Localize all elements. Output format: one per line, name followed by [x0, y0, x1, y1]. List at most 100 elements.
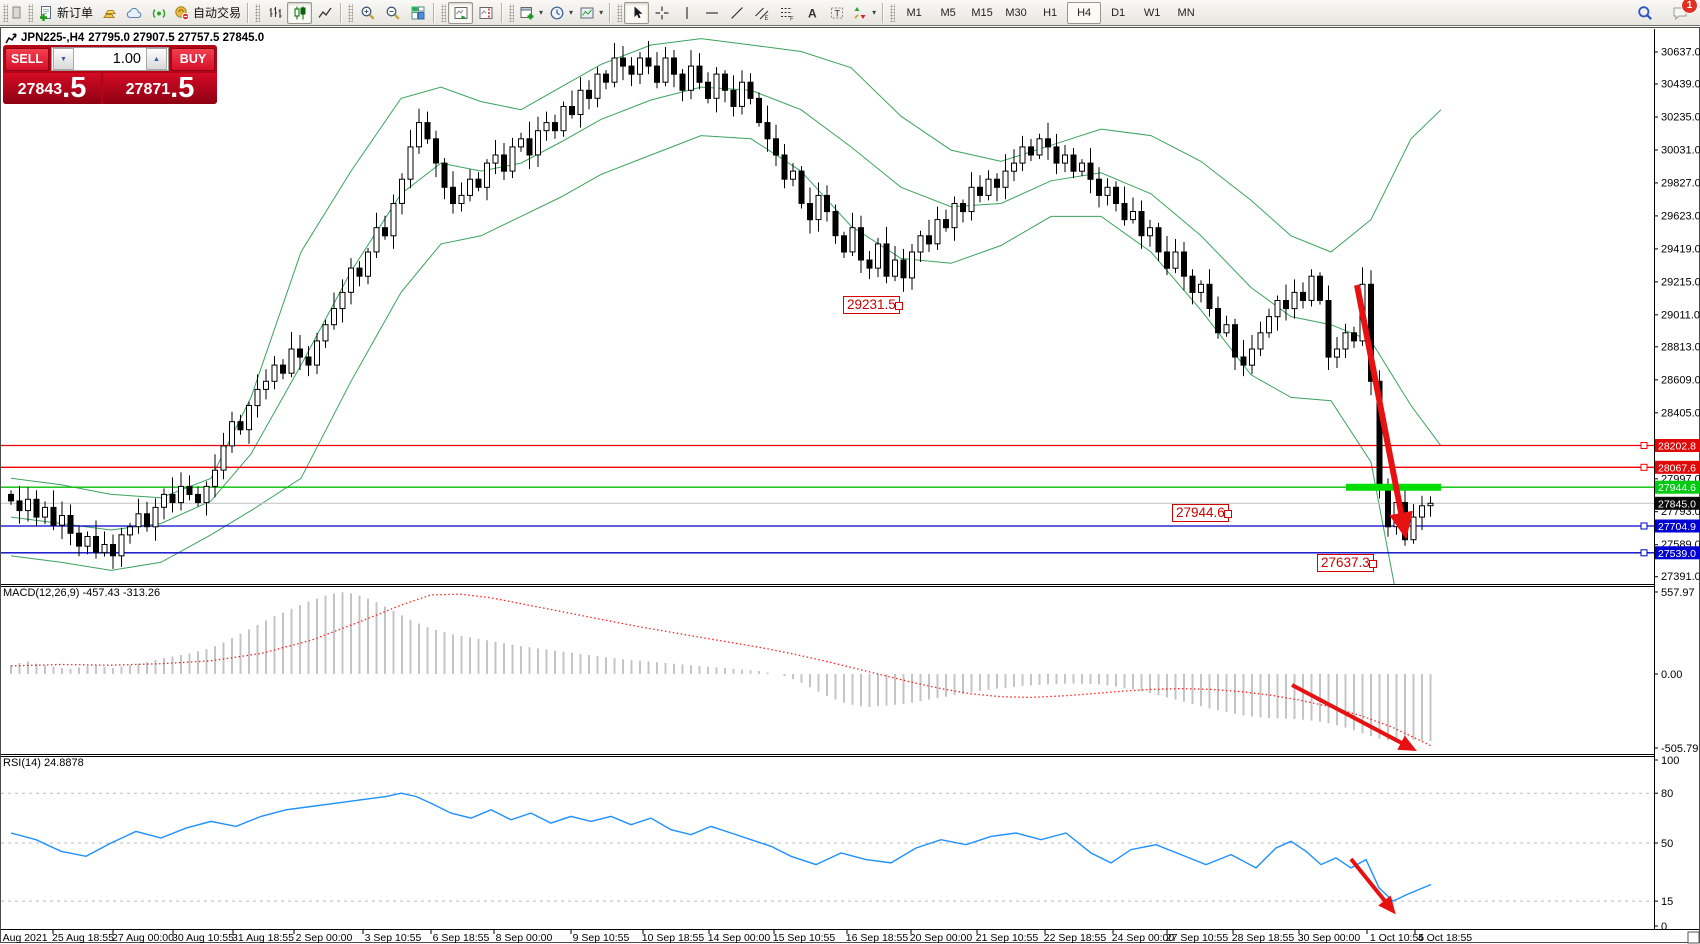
timeframe-m5-button[interactable]: M5: [940, 6, 956, 19]
signal-icon: [152, 8, 165, 18]
time-label[interactable]: 30 Aug 10:55: [172, 932, 234, 944]
candle-bearish: [552, 122, 558, 132]
volume-value[interactable]: 1.00: [112, 51, 141, 67]
cursor-button[interactable]: [624, 1, 650, 24]
candle-bullish: [263, 380, 269, 390]
time-label[interactable]: 24 Sep 00:00: [1112, 932, 1175, 944]
macd-trend-arrow[interactable]: [1291, 683, 1417, 752]
candle-chart-button[interactable]: [287, 1, 313, 24]
time-label[interactable]: 9 Sep 10:55: [573, 932, 630, 944]
timeframe-m30-button[interactable]: M30: [1005, 6, 1027, 19]
timeframe-w1-button[interactable]: W1: [1143, 6, 1161, 19]
periods-clock-button[interactable]: ▾: [546, 2, 576, 24]
timeframe-h4-button[interactable]: H4: [1067, 1, 1102, 24]
time-label[interactable]: 31 Aug 18:55: [232, 932, 294, 944]
line-anchor-handle[interactable]: [1640, 549, 1648, 557]
volume-spinner: ▼ 1.00 ▲: [51, 47, 169, 71]
text-button[interactable]: A: [799, 2, 824, 24]
timeframe-m1-button[interactable]: M1: [906, 6, 922, 19]
signal-button[interactable]: [146, 2, 171, 24]
svg-text:A: A: [808, 6, 817, 20]
price-callout-29231.5[interactable]: 29231.5: [843, 296, 903, 315]
cloud-button[interactable]: [121, 2, 146, 24]
arrows-button[interactable]: ▾: [849, 2, 879, 24]
time-label[interactable]: 28 Sep 18:55: [1232, 932, 1295, 944]
new-chart-button[interactable]: ▾: [516, 2, 546, 24]
zoom-in-icon: [361, 6, 375, 20]
crosshair-button[interactable]: [649, 2, 674, 24]
trendline-button[interactable]: [724, 2, 749, 24]
gold-bars-button[interactable]: [96, 2, 121, 24]
candle-bullish: [1410, 516, 1417, 541]
toolbar-group-handle: [28, 3, 33, 22]
search-button[interactable]: [1632, 2, 1657, 24]
vertical-line-button[interactable]: [674, 2, 699, 24]
chart-template-dropdown-caret[interactable]: ▾: [599, 8, 604, 17]
chart-template-button[interactable]: ▾: [576, 2, 606, 24]
window-fragment-button[interactable]: [0, 2, 25, 24]
price-callout-27944.6[interactable]: 27944.6: [1172, 504, 1232, 523]
volume-increase-button[interactable]: ▲: [146, 48, 167, 70]
notifications-button[interactable]: 1: [1667, 0, 1698, 24]
candle-bearish: [620, 57, 626, 67]
timeframe-m15-button[interactable]: M15: [971, 6, 993, 19]
time-label[interactable]: 3 Sep 10:55: [365, 932, 422, 944]
line-anchor-handle[interactable]: [1640, 522, 1648, 530]
main-trend-arrow[interactable]: [1354, 284, 1413, 540]
price-badge: [1655, 460, 1700, 474]
time-label[interactable]: 21 Sep 10:55: [976, 932, 1039, 944]
time-label[interactable]: 8 Sep 00:00: [496, 932, 553, 944]
time-label[interactable]: 10 Sep 18:55: [642, 932, 705, 944]
time-label[interactable]: 16 Sep 18:55: [846, 932, 909, 944]
tile-windows-button[interactable]: [405, 2, 430, 24]
sell-price-display[interactable]: 27843 .5: [3, 73, 101, 104]
equidistant-channel-button[interactable]: E: [749, 2, 774, 24]
time-label[interactable]: 25 Aug 18:55: [52, 932, 114, 944]
candle-bearish: [356, 267, 363, 277]
time-label[interactable]: 1 Oct 10:55: [1370, 932, 1424, 944]
candle-bullish: [229, 421, 235, 447]
sell-button[interactable]: SELL: [5, 47, 49, 71]
buy-price-display[interactable]: 27871 .5: [103, 73, 217, 104]
fibonacci-icon: F: [780, 7, 794, 21]
time-label[interactable]: 20 Sep 00:00: [910, 932, 973, 944]
timeframe-d1-button[interactable]: D1: [1111, 6, 1126, 19]
time-label[interactable]: 30 Sep 00:00: [1298, 932, 1361, 944]
time-label[interactable]: 14 Sep 00:00: [708, 932, 771, 944]
chart-canvas[interactable]: 30637.0 30439.0 30235.0 30031.0 29827.0 29623…: [1, 28, 1700, 944]
time-label[interactable]: 4 Aug 2021: [1, 932, 48, 944]
timeframe-mn-button[interactable]: MN: [1177, 6, 1195, 19]
arrows-dropdown-caret[interactable]: ▾: [872, 8, 877, 17]
zoom-out-button[interactable]: [380, 2, 405, 24]
time-label[interactable]: 15 Sep 10:55: [773, 932, 836, 944]
time-label[interactable]: 27 Sep 10:55: [1166, 932, 1229, 944]
new-order-button[interactable]: 新订单: [35, 2, 96, 24]
bar-chart-button[interactable]: [262, 2, 287, 24]
horizontal-line-button[interactable]: [699, 2, 724, 24]
rsi-trend-arrow[interactable]: [1349, 857, 1396, 915]
line-anchor-handle[interactable]: [1640, 442, 1648, 449]
new-chart-dropdown-caret[interactable]: ▾: [539, 8, 544, 17]
text-label-button[interactable]: T: [824, 2, 849, 24]
time-label[interactable]: 2 Sep 00:00: [296, 932, 353, 944]
line-chart-button[interactable]: [312, 2, 337, 24]
line-anchor-handle[interactable]: [1640, 463, 1648, 471]
zoom-in-button[interactable]: [355, 2, 380, 24]
candle-bearish: [1053, 146, 1060, 164]
time-label[interactable]: 6 Sep 18:55: [433, 932, 490, 944]
candle-bullish: [42, 506, 48, 518]
volume-decrease-button[interactable]: ▼: [53, 48, 74, 70]
periods-clock-dropdown-caret[interactable]: ▾: [569, 8, 574, 17]
buy-button[interactable]: BUY: [171, 47, 215, 71]
time-label[interactable]: 22 Sep 18:55: [1044, 932, 1107, 944]
fibonacci-button[interactable]: F: [774, 2, 799, 24]
candle-bearish: [1087, 162, 1094, 180]
time-label[interactable]: 27 Aug 00:00: [112, 932, 174, 944]
price-callout-27637.3[interactable]: 27637.3: [1317, 553, 1377, 572]
time-label[interactable]: 4 Oct 18:55: [1418, 932, 1472, 944]
auto-scroll-button[interactable]: [448, 1, 474, 24]
price-tick-label: 30439.0: [1661, 79, 1700, 91]
auto-trading-button[interactable]: 自动交易: [171, 2, 244, 24]
chart-shift-button[interactable]: [473, 2, 498, 24]
timeframe-h1-button[interactable]: H1: [1043, 6, 1058, 19]
